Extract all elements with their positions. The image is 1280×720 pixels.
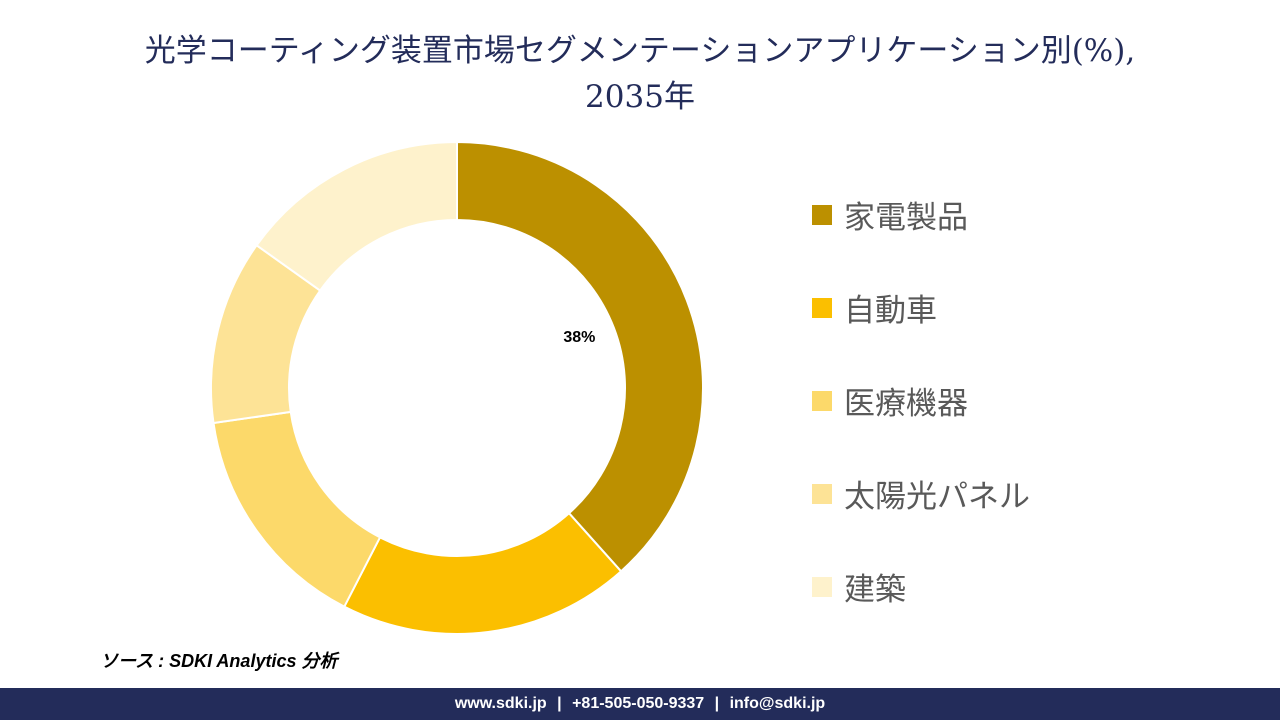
footer-bar: www.sdki.jp | +81-505-050-9337 | info@sd…: [0, 688, 1280, 720]
legend-label: 医療機器: [844, 386, 968, 422]
donut-slices: [210, 140, 704, 635]
footer-email[interactable]: info@sdki.jp: [729, 695, 826, 712]
legend-item: 医療機器: [812, 354, 1030, 447]
legend-label: 太陽光パネル: [844, 479, 1030, 515]
footer-separator: |: [714, 695, 720, 712]
legend-label: 家電製品: [844, 200, 968, 236]
footer-phone[interactable]: +81-505-050-9337: [572, 695, 705, 712]
donut-slice-2: [342, 511, 623, 635]
footer-separator: |: [557, 695, 562, 712]
legend-item: 家電製品: [812, 168, 1030, 261]
donut-chart: 38%: [210, 140, 704, 635]
footer-website[interactable]: www.sdki.jp: [454, 695, 547, 712]
legend-item: 自動車: [812, 261, 1030, 354]
legend-item: 建築: [812, 540, 1030, 633]
legend-swatch: [812, 483, 832, 504]
chart-legend: 家電製品自動車医療機器太陽光パネル 建築: [812, 168, 1030, 633]
legend-swatch: [812, 297, 832, 318]
data-label-slice-1: 38%: [563, 329, 595, 346]
source-note: ソース : SDKI Analytics 分析: [100, 651, 338, 671]
chart-title-line-2: 2035年: [585, 79, 695, 115]
legend-swatch: [812, 204, 832, 225]
donut-slice-1: [456, 140, 704, 573]
legend-swatch: [812, 390, 832, 411]
donut-slice-3: [212, 410, 382, 609]
legend-label: 建築: [844, 572, 906, 608]
chart-title: 光学コーティング装置市場セグメンテーションアプリケーション別(%), 2035年: [40, 28, 1240, 120]
donut-slice-5: [255, 140, 458, 292]
legend-label: 自動車: [844, 293, 937, 329]
legend-item: 太陽光パネル: [812, 447, 1030, 540]
legend-swatch: [812, 576, 832, 597]
chart-title-line-1: 光学コーティング装置市場セグメンテーションアプリケーション別(%),: [144, 33, 1136, 69]
donut-data-labels: 38%: [563, 329, 595, 346]
